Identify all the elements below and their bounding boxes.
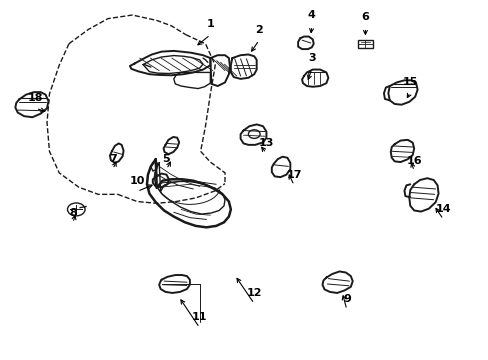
- Text: 10: 10: [129, 176, 144, 186]
- Text: 18: 18: [28, 93, 43, 103]
- Text: 15: 15: [402, 77, 417, 87]
- Text: 16: 16: [406, 156, 421, 166]
- Text: 7: 7: [109, 154, 117, 164]
- Text: 4: 4: [307, 10, 315, 21]
- Text: 12: 12: [246, 288, 262, 298]
- Text: 5: 5: [163, 154, 170, 164]
- Circle shape: [67, 203, 85, 216]
- Circle shape: [248, 130, 260, 138]
- Text: 17: 17: [286, 170, 302, 180]
- Text: 3: 3: [307, 53, 315, 63]
- Text: 14: 14: [435, 204, 450, 214]
- Text: 13: 13: [258, 138, 274, 148]
- Bar: [357, 40, 372, 48]
- Text: 9: 9: [342, 294, 350, 305]
- Text: 1: 1: [206, 19, 214, 30]
- Text: 2: 2: [255, 25, 263, 35]
- Text: 6: 6: [361, 12, 368, 22]
- Text: 11: 11: [191, 312, 207, 322]
- Text: 8: 8: [69, 208, 77, 218]
